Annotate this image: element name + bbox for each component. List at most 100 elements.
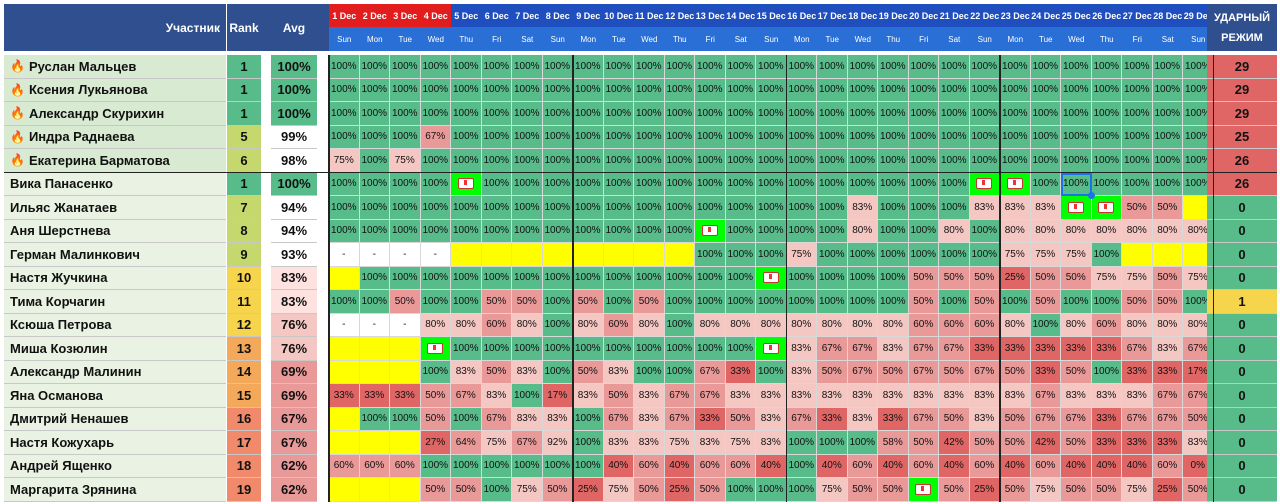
day-cell[interactable]: 75% bbox=[1000, 243, 1031, 267]
day-cell[interactable]: 100% bbox=[908, 102, 939, 126]
day-cell[interactable]: 100% bbox=[512, 125, 543, 149]
day-cell[interactable]: 100% bbox=[542, 360, 573, 384]
day-cell[interactable]: 100% bbox=[573, 196, 604, 220]
day-cell[interactable]: 40% bbox=[939, 454, 970, 478]
day-cell[interactable]: 100% bbox=[908, 55, 939, 79]
day-cell[interactable]: 100% bbox=[1152, 55, 1183, 79]
day-cell[interactable]: 100% bbox=[664, 78, 695, 102]
day-cell[interactable]: 100% bbox=[420, 102, 451, 126]
day-cell[interactable]: 100% bbox=[542, 337, 573, 361]
day-cell[interactable]: 100% bbox=[603, 149, 634, 173]
day-cell[interactable]: 40% bbox=[664, 454, 695, 478]
day-cell[interactable]: 83% bbox=[908, 384, 939, 408]
day-cell[interactable]: 100% bbox=[817, 149, 848, 173]
day-cell[interactable]: 100% bbox=[512, 337, 543, 361]
day-cell[interactable]: 100% bbox=[878, 78, 909, 102]
day-cell[interactable]: 67% bbox=[847, 337, 878, 361]
day-cell[interactable]: 100% bbox=[390, 55, 421, 79]
day-cell[interactable]: 50% bbox=[390, 290, 421, 314]
day-cell[interactable]: 100% bbox=[481, 337, 512, 361]
day-cell[interactable]: 40% bbox=[1122, 454, 1153, 478]
day-cell[interactable]: 100% bbox=[481, 172, 512, 196]
day-cell[interactable]: 60% bbox=[329, 454, 360, 478]
day-cell[interactable]: 100% bbox=[664, 196, 695, 220]
day-cell[interactable]: 100% bbox=[878, 196, 909, 220]
day-cell[interactable]: 100% bbox=[603, 266, 634, 290]
day-cell[interactable]: 100% bbox=[329, 102, 360, 126]
day-cell[interactable]: 100% bbox=[969, 149, 1000, 173]
day-cell[interactable]: 67% bbox=[817, 337, 848, 361]
day-cell[interactable]: 100% bbox=[420, 172, 451, 196]
day-cell[interactable]: 60% bbox=[725, 454, 756, 478]
day-cell[interactable] bbox=[969, 172, 1000, 196]
day-cell[interactable]: 60% bbox=[969, 454, 1000, 478]
day-cell[interactable]: 67% bbox=[908, 407, 939, 431]
day-cell[interactable]: 50% bbox=[1000, 360, 1031, 384]
day-cell[interactable]: 50% bbox=[420, 478, 451, 502]
day-cell[interactable] bbox=[390, 431, 421, 455]
day-cell[interactable]: 100% bbox=[1122, 102, 1153, 126]
day-cell[interactable]: 100% bbox=[908, 172, 939, 196]
day-cell[interactable]: 100% bbox=[573, 78, 604, 102]
day-cell[interactable]: 100% bbox=[1091, 243, 1122, 267]
day-cell[interactable]: 100% bbox=[573, 337, 604, 361]
day-cell[interactable]: 83% bbox=[603, 360, 634, 384]
day-cell[interactable] bbox=[359, 337, 390, 361]
day-cell[interactable] bbox=[542, 243, 573, 267]
day-cell[interactable]: 100% bbox=[664, 149, 695, 173]
day-cell[interactable]: 100% bbox=[695, 125, 726, 149]
day-cell[interactable]: 100% bbox=[756, 243, 787, 267]
day-cell[interactable]: 83% bbox=[1030, 196, 1061, 220]
day-cell[interactable]: - bbox=[359, 243, 390, 267]
day-cell[interactable]: 75% bbox=[1030, 243, 1061, 267]
day-cell[interactable]: 50% bbox=[1152, 266, 1183, 290]
day-cell[interactable]: 100% bbox=[817, 290, 848, 314]
day-cell[interactable]: 83% bbox=[603, 431, 634, 455]
day-cell[interactable]: 100% bbox=[573, 266, 604, 290]
day-cell[interactable]: 100% bbox=[481, 55, 512, 79]
day-cell[interactable]: 80% bbox=[1152, 219, 1183, 243]
day-cell[interactable]: 75% bbox=[1091, 266, 1122, 290]
day-cell[interactable]: 33% bbox=[817, 407, 848, 431]
day-cell[interactable]: 100% bbox=[573, 102, 604, 126]
day-cell[interactable] bbox=[359, 478, 390, 502]
day-cell[interactable]: 100% bbox=[1091, 290, 1122, 314]
day-cell[interactable]: 33% bbox=[1030, 337, 1061, 361]
day-cell[interactable]: 100% bbox=[542, 55, 573, 79]
day-cell[interactable]: 67% bbox=[908, 360, 939, 384]
day-cell[interactable]: 33% bbox=[1152, 431, 1183, 455]
day-cell[interactable]: 100% bbox=[512, 149, 543, 173]
day-cell[interactable]: 100% bbox=[786, 196, 817, 220]
day-cell[interactable]: 33% bbox=[969, 337, 1000, 361]
day-cell[interactable]: 75% bbox=[1122, 266, 1153, 290]
day-cell[interactable]: 50% bbox=[1061, 431, 1092, 455]
day-cell[interactable]: 100% bbox=[1122, 172, 1153, 196]
day-cell[interactable]: 83% bbox=[1091, 384, 1122, 408]
day-cell[interactable]: 50% bbox=[878, 478, 909, 502]
day-cell[interactable] bbox=[756, 266, 787, 290]
day-cell[interactable]: 100% bbox=[1000, 78, 1031, 102]
day-cell[interactable]: 80% bbox=[451, 313, 482, 337]
day-cell[interactable]: 100% bbox=[847, 243, 878, 267]
day-cell[interactable]: 50% bbox=[573, 290, 604, 314]
day-cell[interactable] bbox=[1061, 196, 1092, 220]
day-cell[interactable]: 100% bbox=[420, 78, 451, 102]
day-cell[interactable]: 80% bbox=[573, 313, 604, 337]
day-cell[interactable] bbox=[1152, 243, 1183, 267]
day-cell[interactable] bbox=[329, 337, 360, 361]
day-cell[interactable] bbox=[573, 243, 604, 267]
day-cell[interactable]: 100% bbox=[817, 172, 848, 196]
day-cell[interactable]: 40% bbox=[603, 454, 634, 478]
day-cell[interactable] bbox=[329, 266, 360, 290]
day-cell[interactable]: - bbox=[329, 313, 360, 337]
day-cell[interactable]: 33% bbox=[390, 384, 421, 408]
day-cell[interactable]: 100% bbox=[939, 102, 970, 126]
day-cell[interactable]: 100% bbox=[359, 55, 390, 79]
day-cell[interactable]: 100% bbox=[634, 219, 665, 243]
day-cell[interactable]: 80% bbox=[786, 313, 817, 337]
day-cell[interactable]: - bbox=[359, 313, 390, 337]
day-cell[interactable]: 100% bbox=[1061, 290, 1092, 314]
day-cell[interactable]: 75% bbox=[1030, 478, 1061, 502]
day-cell[interactable]: 42% bbox=[1030, 431, 1061, 455]
day-cell[interactable]: 100% bbox=[1061, 149, 1092, 173]
